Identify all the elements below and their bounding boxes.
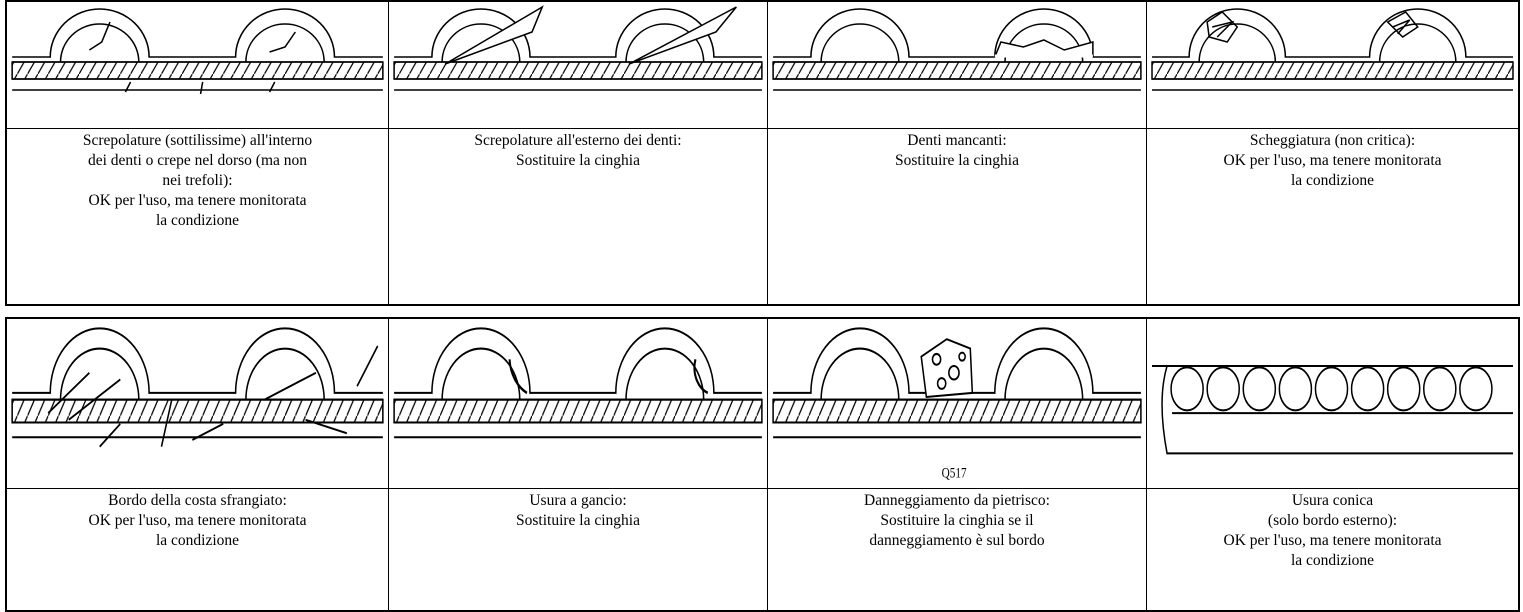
image-cell	[389, 319, 768, 489]
caption-line: la condizione	[155, 212, 240, 229]
caption-line: Sostituire la cinghia se il	[880, 512, 1034, 529]
caption-line: Usura a gancio:	[529, 492, 627, 509]
figure-label: Q517	[942, 464, 967, 481]
caption-line: dei denti o crepe nel dorso (ma non	[87, 152, 308, 169]
image-cell	[7, 2, 389, 129]
caption-line: Sostituire la cinghia	[895, 152, 1019, 169]
image-cell	[389, 2, 768, 129]
caption-cell: Usura a gancio: Sostituire la cinghia	[389, 489, 768, 610]
caption-line: Usura conica	[1291, 492, 1374, 509]
caption-cell: Danneggiamento da pietrisco: Sostituire l…	[768, 489, 1147, 610]
caption-cell: Bordo della costa sfrangiato: OK per l'us…	[7, 489, 389, 610]
table: Screpolature (sottilissime) all'interno d…	[5, 0, 1520, 306]
belt-illustration	[389, 319, 767, 487]
belt-illustration	[7, 2, 388, 95]
belt-illustration: Q517	[768, 319, 1146, 481]
caption-cell: Scheggiatura (non critica): OK per l'uso,…	[1147, 129, 1518, 304]
caption-line: OK per l'uso, ma tenere monitorata	[88, 512, 307, 529]
caption-line: la condizione	[1290, 552, 1375, 569]
table: Q517 Bordo della costa sfrangiato: OK per …	[5, 317, 1520, 612]
caption-line: Bordo della costa sfrangiato:	[108, 492, 287, 509]
caption-cell: Screpolature (sottilissime) all'interno d…	[7, 129, 389, 304]
belt-illustration	[389, 5, 767, 127]
image-cell: Q517	[768, 319, 1147, 489]
caption-cell: Denti mancanti: Sostituire la cinghia	[768, 129, 1147, 304]
caption-line: OK per l'uso, ma tenere monitorata	[1223, 152, 1442, 169]
caption-line: danneggiamento è sul bordo	[869, 532, 1045, 549]
image-cell	[768, 2, 1147, 129]
caption-line: Screpolature all'esterno dei denti:	[474, 132, 682, 149]
caption-line: la condizione	[1290, 172, 1375, 189]
caption-line: Scheggiatura (non critica):	[1249, 132, 1416, 149]
image-cell	[1147, 2, 1518, 129]
caption-cell: Screpolature all'esterno dei denti: Sosti…	[389, 129, 768, 304]
caption-line: la condizione	[155, 532, 240, 549]
belt-illustration	[7, 319, 388, 448]
caption-line: OK per l'uso, ma tenere monitorata	[1223, 532, 1442, 549]
belt-illustration	[1152, 365, 1513, 455]
caption-line: OK per l'uso, ma tenere monitorata	[88, 192, 307, 209]
caption-line: Danneggiamento da pietrisco:	[864, 492, 1050, 509]
caption-line: (solo bordo esterno):	[1267, 512, 1398, 529]
caption-line: Sostituire la cinghia	[516, 152, 640, 169]
caption-line: Denti mancanti:	[907, 132, 1007, 149]
caption-line: Screpolature (sottilissime) all'interno	[82, 132, 313, 149]
image-cell	[7, 319, 389, 489]
caption-cell: Usura conica (solo bordo esterno): OK per …	[1147, 489, 1518, 610]
caption-line: Sostituire la cinghia	[516, 512, 640, 529]
caption-line: nei trefoli):	[162, 172, 233, 189]
belt-illustration	[768, 2, 1146, 127]
image-cell	[1147, 319, 1518, 489]
belt-illustration	[1147, 2, 1518, 127]
